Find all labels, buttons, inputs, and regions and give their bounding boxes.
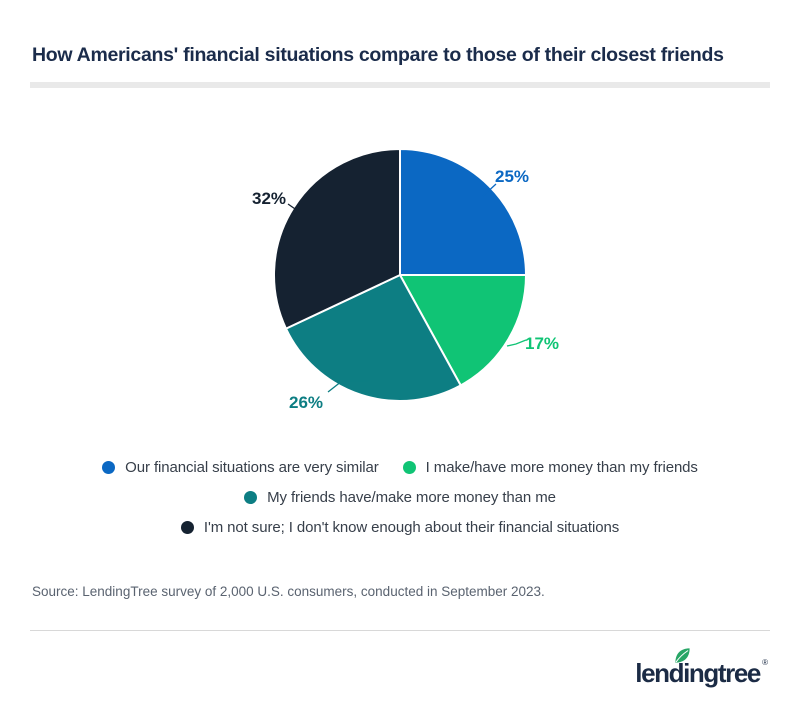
pie-label-1: 17% — [525, 334, 559, 353]
pie-label-0: 25% — [495, 167, 529, 186]
legend-row: I'm not sure; I don't know enough about … — [0, 519, 800, 536]
legend-row: Our financial situations are very simila… — [0, 459, 800, 476]
title-divider — [30, 82, 770, 88]
legend-label: Our financial situations are very simila… — [125, 459, 379, 476]
pie-label-leader-1 — [506, 339, 527, 347]
legend-label: I make/have more money than my friends — [425, 459, 698, 476]
page-title: How Americans' financial situations comp… — [32, 44, 724, 66]
pie-slice-2 — [284, 274, 462, 402]
legend-item-1: I make/have more money than my friends — [402, 459, 698, 476]
leaf-icon — [675, 648, 690, 663]
legend-item-0: Our financial situations are very simila… — [102, 459, 379, 476]
pie-label-2: 26% — [289, 393, 323, 412]
legend-swatch-icon — [180, 521, 194, 534]
pie-label-leader-2 — [327, 380, 371, 393]
pie-label-leader-3 — [287, 203, 299, 212]
legend-swatch-icon — [244, 491, 258, 504]
pie-label-3: 32% — [252, 189, 286, 208]
legend-swatch-icon — [102, 461, 116, 474]
pie-slice-0 — [399, 148, 527, 276]
source-note: Source: LendingTree survey of 2,000 U.S.… — [32, 584, 545, 599]
chart-legend: Our financial situations are very simila… — [0, 459, 800, 536]
legend-label: I'm not sure; I don't know enough about … — [203, 519, 620, 536]
brand-wordmark: lendingtree — [635, 658, 761, 688]
pie-chart: 25% 17% 26% 32% — [0, 110, 800, 450]
legend-item-2: My friends have/make more money than me — [244, 489, 556, 506]
legend-label: My friends have/make more money than me — [267, 489, 556, 506]
legend-swatch-icon — [402, 461, 416, 474]
legend-row: My friends have/make more money than me — [0, 489, 800, 506]
pie-chart-svg: 25% 17% 26% 32% — [252, 148, 559, 412]
brand-logo: lendingtree ® — [618, 648, 768, 694]
legend-item-3: I'm not sure; I don't know enough about … — [180, 519, 620, 536]
pie-label-leader-0 — [482, 183, 497, 197]
pie-slice-1 — [399, 274, 527, 387]
registered-mark: ® — [762, 658, 768, 667]
footer-divider — [30, 630, 770, 631]
